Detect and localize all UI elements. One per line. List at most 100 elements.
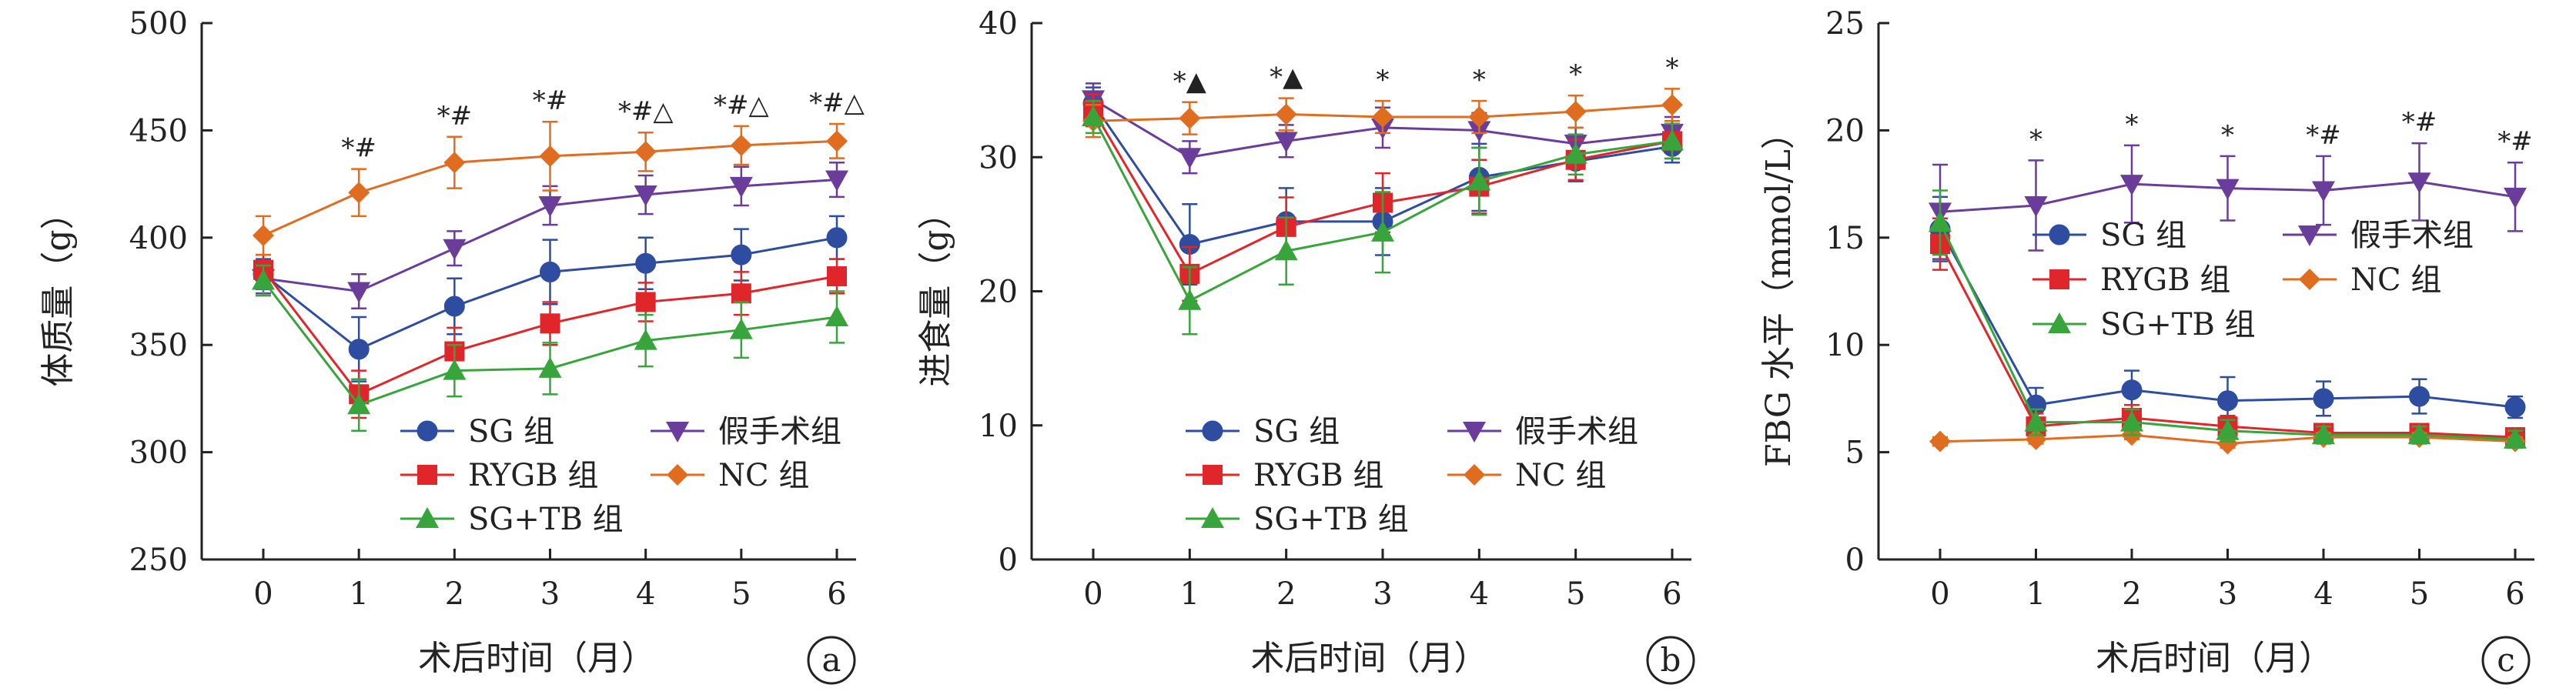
legend-label: SG+TB 组 — [1253, 502, 1409, 537]
series-4 — [1082, 99, 1684, 336]
legend-label: RYGB 组 — [468, 458, 598, 493]
legend-marker — [2049, 224, 2070, 245]
legend-item: RYGB 组 — [1186, 458, 1383, 493]
y-tick-label: 20 — [1825, 113, 1865, 149]
data-point — [2025, 428, 2047, 450]
y-tick-label: 500 — [129, 6, 188, 42]
legend-marker — [1203, 465, 1223, 485]
legend-marker — [2298, 225, 2321, 246]
y-tick-label: 10 — [979, 409, 1018, 444]
x-tick-label: 0 — [1930, 576, 1949, 612]
significance-mark: *▲ — [1173, 66, 1207, 97]
x-tick-label: 0 — [1083, 576, 1102, 612]
x-tick-label: 2 — [2122, 576, 2141, 612]
panel-letter: b — [1661, 641, 1681, 679]
data-point — [634, 141, 657, 163]
y-tick-label: 25 — [1825, 6, 1865, 42]
legend-marker — [417, 465, 437, 485]
legend-label: NC 组 — [718, 458, 809, 493]
data-point — [2216, 179, 2240, 200]
significance-mark: *# — [2402, 107, 2437, 138]
data-point — [539, 145, 561, 167]
legend-label: NC 组 — [1515, 458, 1606, 493]
series-4 — [252, 264, 848, 432]
panel-letter-circle — [807, 636, 856, 685]
data-point — [2024, 195, 2048, 217]
legend-marker — [2048, 312, 2071, 333]
data-point — [731, 244, 752, 266]
y-tick-label: 350 — [129, 328, 188, 363]
legend-item: NC 组 — [1447, 458, 1606, 493]
data-point — [538, 195, 562, 217]
data-point — [2121, 379, 2143, 401]
legend-marker — [1463, 422, 1486, 443]
legend-item: 假手术组 — [651, 414, 841, 449]
data-point — [2504, 187, 2527, 209]
y-axis-title: 进食量（g） — [916, 195, 955, 386]
significance-mark: *▲ — [1270, 62, 1303, 93]
chart-panel-c: 0 5 10 15 20 25 0 1 2 3 4 5 6 术后时间（月） FBG 水平（mmol/L） * *… — [1759, 6, 2534, 685]
legend-label: RYGB 组 — [1253, 458, 1383, 493]
significance-mark: *#△ — [714, 90, 769, 121]
x-tick-label: 2 — [1276, 576, 1296, 612]
legend-marker — [1202, 420, 1223, 442]
data-point — [1929, 211, 1952, 232]
data-point — [1661, 94, 1683, 116]
data-point — [2024, 410, 2048, 432]
legend-label: 假手术组 — [1515, 414, 1638, 449]
y-tick-label: 450 — [129, 113, 188, 149]
legend-item: SG+TB 组 — [1186, 502, 1409, 537]
legend: SG 组 假手术组 RYGB 组 NC 组 SG+TB 组 — [400, 414, 841, 537]
x-tick-label: 3 — [2218, 576, 2237, 612]
y-tick-label: 10 — [1825, 328, 1865, 363]
x-tick-label: 2 — [445, 576, 464, 612]
x-tick-label: 5 — [2410, 576, 2429, 612]
legend-label: RYGB 组 — [2100, 262, 2230, 298]
x-tick-label: 3 — [540, 576, 560, 612]
data-point — [2120, 175, 2143, 196]
legend-label: SG+TB 组 — [2100, 307, 2256, 342]
data-point — [2407, 172, 2431, 194]
data-point — [826, 227, 848, 249]
data-point — [540, 261, 560, 282]
data-point — [253, 225, 274, 247]
significance-mark: *# — [437, 101, 473, 132]
data-point — [443, 239, 467, 260]
legend-item: NC 组 — [651, 458, 809, 493]
data-point — [1082, 105, 1105, 126]
x-tick-label: 4 — [2313, 576, 2333, 612]
x-tick-label: 1 — [2026, 576, 2046, 612]
data-point — [825, 170, 848, 192]
x-tick-label: 6 — [2505, 576, 2524, 612]
data-point — [2504, 396, 2526, 418]
x-tick-label: 6 — [1662, 576, 1681, 612]
legend-item: SG+TB 组 — [2032, 307, 2256, 342]
data-point — [729, 318, 753, 339]
significance-mark: * — [1473, 65, 1486, 95]
legend-item: SG+TB 组 — [400, 502, 624, 537]
significance-mark: * — [2221, 120, 2234, 151]
y-tick-label: 15 — [1825, 221, 1865, 256]
panel-letter-circle — [1646, 636, 1695, 685]
y-axis-title: FBG 水平（mmol/L） — [1759, 115, 1798, 467]
x-tick-label: 5 — [1566, 576, 1585, 612]
data-point — [2407, 423, 2431, 445]
data-point — [348, 182, 370, 204]
significance-mark: * — [2126, 109, 2139, 140]
data-point — [540, 313, 560, 334]
series-4 — [1929, 189, 2527, 449]
significance-mark: *#△ — [618, 96, 674, 127]
data-point — [634, 185, 657, 207]
legend-label: SG 组 — [468, 414, 554, 449]
data-point — [729, 176, 753, 198]
series-3 — [253, 120, 848, 256]
data-point — [1275, 103, 1297, 125]
x-tick-label: 1 — [349, 576, 368, 612]
data-point — [825, 305, 848, 326]
data-point — [1929, 430, 1951, 453]
data-point — [1467, 169, 1491, 191]
legend: SG 组 假手术组 RYGB 组 NC 组 SG+TB 组 — [2032, 218, 2474, 342]
y-tick-label: 400 — [129, 221, 188, 256]
legend-marker — [2299, 269, 2320, 290]
significance-mark: *# — [341, 133, 376, 164]
